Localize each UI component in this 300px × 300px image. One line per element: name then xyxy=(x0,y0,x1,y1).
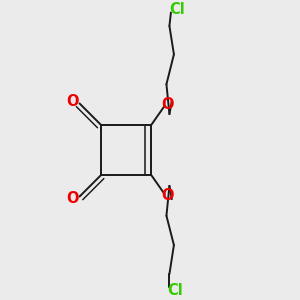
Text: O: O xyxy=(67,94,79,110)
Text: O: O xyxy=(162,188,174,203)
Text: O: O xyxy=(67,190,79,206)
Text: O: O xyxy=(162,97,174,112)
Text: Cl: Cl xyxy=(169,2,185,17)
Text: Cl: Cl xyxy=(167,283,183,298)
